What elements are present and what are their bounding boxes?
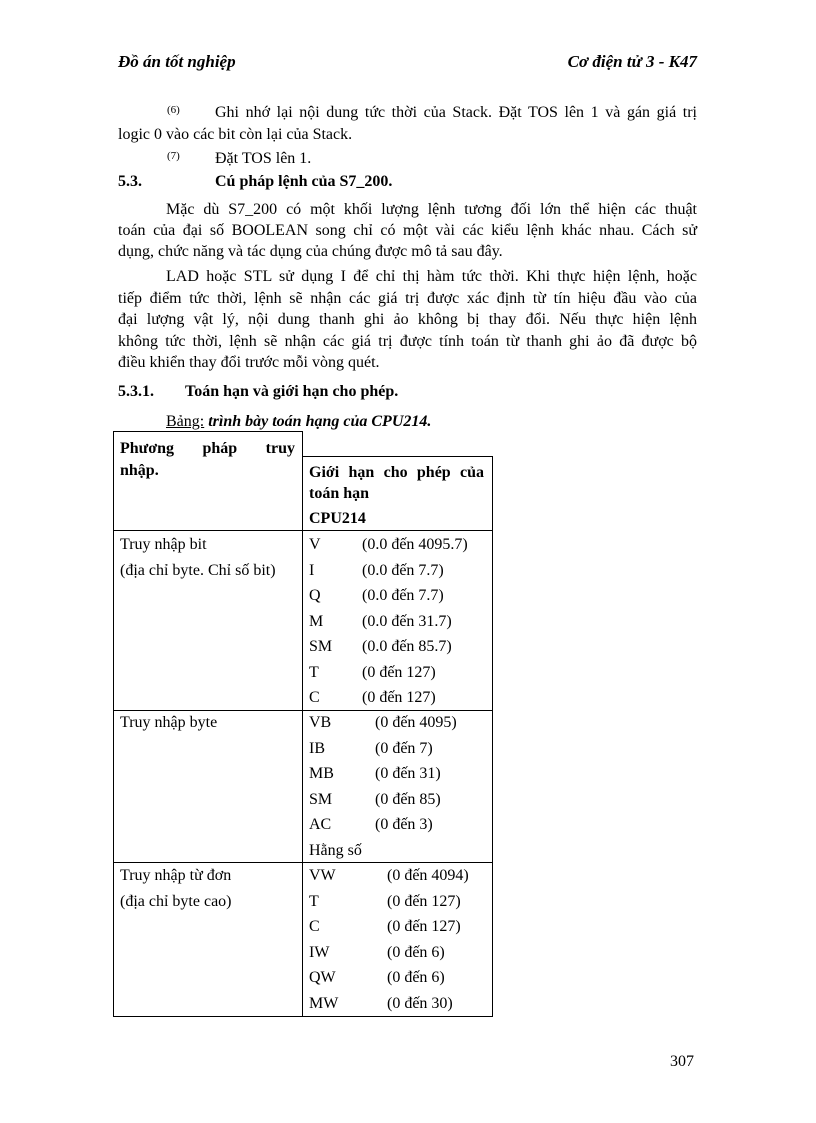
operand-code: T [309, 892, 319, 910]
operand-code: SM [309, 790, 333, 808]
caption-prefix: Bảng: [166, 413, 205, 430]
text-line: logic 0 vào các bit còn lại của Stack. [118, 126, 353, 143]
text-line: không tức thời, lệnh sẽ nhận các giá trị… [118, 333, 697, 350]
operand-code: Q [309, 587, 321, 604]
operand-range: (0 đến 4094) [387, 867, 469, 884]
operand-range: (0 đến 4095) [375, 714, 457, 731]
item-number: (6) [167, 104, 180, 116]
operand-code: M [309, 612, 324, 630]
text-line: Đặt TOS lên 1. [215, 150, 312, 167]
operand-code: Hằng số [309, 841, 362, 859]
text-line: đại lượng vật lý, nội dung thanh ghi ảo … [118, 311, 697, 328]
operand-entry: QW (0 đến 6) [309, 969, 445, 987]
operand-entry: C (0 đến 127) [309, 918, 461, 936]
access-method: Truy nhập byte [120, 714, 218, 731]
header-method: nhập. [120, 462, 159, 479]
access-method: (địa chỉ byte cao) [120, 892, 232, 910]
operand-entry: M (0.0 đến 31.7) [309, 613, 452, 631]
operand-range: (0 đến 6) [387, 969, 445, 986]
operand-code: IB [309, 739, 325, 757]
operand-code: MB [309, 765, 334, 782]
operand-entry: IB (0 đến 7) [309, 740, 433, 758]
operand-range: (0 đến 31) [375, 765, 441, 782]
header-right: Cơ điện tử 3 - K47 [567, 52, 697, 71]
operand-range: (0.0 đến 85.7) [362, 638, 452, 655]
operand-range: (0.0 đến 4095.7) [362, 536, 468, 553]
operand-entry: SM (0 đến 85) [309, 791, 441, 809]
operand-entry: I (0.0 đến 7.7) [309, 562, 444, 580]
operand-entry: MW (0 đến 30) [309, 995, 453, 1013]
section-number: 5.3. [118, 173, 142, 190]
operand-range: (0.0 đến 7.7) [362, 587, 444, 604]
operand-entry: AC (0 đến 3) [309, 816, 433, 834]
operand-code: VB [309, 714, 332, 731]
operand-range: (0.0 đến 31.7) [362, 612, 452, 630]
operand-entry: Q (0.0 đến 7.7) [309, 587, 444, 605]
header-method: Phương pháp truy [120, 440, 295, 457]
operand-code: I [309, 561, 315, 579]
operand-code: AC [309, 816, 332, 833]
operand-entry: VB (0 đến 4095) [309, 714, 457, 732]
operand-code: IW [309, 943, 330, 961]
operand-code: T [309, 663, 319, 681]
operand-entry: MB (0 đến 31) [309, 765, 441, 783]
operand-entry: Hằng số [309, 842, 375, 860]
text-line: Ghi nhớ lại nội dung tức thời của Stack.… [215, 104, 697, 121]
operand-entry: IW (0 đến 6) [309, 944, 445, 962]
header-left: Đồ án tốt nghiệp [118, 52, 236, 71]
operand-code: C [309, 918, 320, 935]
operand-entry: VW (0 đến 4094) [309, 867, 469, 885]
text-line: dụng, chức năng và tác dụng của chúng đư… [118, 243, 503, 260]
operand-range: (0.0 đến 7.7) [362, 561, 444, 579]
text-line: LAD hoặc STL sử dụng I để chỉ thị hàm tứ… [166, 268, 697, 285]
table-caption: Bảng: trình bày toán hạng của CPU214. [166, 413, 431, 431]
operand-code: QW [309, 969, 336, 986]
operand-entry: V (0.0 đến 4095.7) [309, 536, 468, 554]
subsection-number: 5.3.1. [118, 383, 154, 400]
operand-entry: C (0 đến 127) [309, 689, 436, 707]
caption-text: trình bày toán hạng của CPU214. [204, 413, 432, 430]
header-limit: toán hạn [309, 485, 370, 502]
item-number: (7) [167, 150, 180, 162]
operand-range: (0 đến 3) [375, 816, 433, 833]
page-number: 307 [670, 1053, 694, 1070]
header-limit: Giới hạn cho phép của [309, 464, 484, 481]
operand-entry: SM (0.0 đến 85.7) [309, 638, 452, 656]
header-limit: CPU214 [309, 510, 366, 527]
operand-code: SM [309, 638, 333, 655]
section-title: Cú pháp lệnh của S7_200. [215, 173, 393, 190]
access-method: (địa chỉ byte. Chỉ số bit) [120, 561, 276, 579]
text-line: tiếp điểm tức thời, lệnh sẽ nhận các giá… [118, 290, 697, 307]
operand-range: (0 đến 127) [387, 892, 461, 910]
text-line: toán của đại số BOOLEAN song chỉ có một … [118, 222, 697, 239]
access-method: Truy nhập bit [120, 536, 207, 553]
operand-range: (0 đến 6) [387, 943, 445, 961]
subsection-title: Toán hạn và giới hạn cho phép. [185, 383, 399, 400]
operand-code: VW [309, 867, 336, 884]
text-line: Mặc dù S7_200 có một khối lượng lệnh tươ… [166, 201, 697, 218]
operand-range: (0 đến 7) [375, 739, 433, 757]
operand-code: MW [309, 994, 339, 1012]
operand-code: V [309, 536, 321, 553]
operand-entry: T (0 đến 127) [309, 664, 436, 682]
operand-range: (0 đến 127) [362, 689, 436, 706]
operand-code: C [309, 689, 320, 706]
operand-range: (0 đến 127) [362, 663, 436, 681]
access-method: Truy nhập từ đơn [120, 867, 232, 884]
operand-range: (0 đến 85) [375, 790, 441, 808]
text-line: điều khiển thay đổi trước mỗi vòng quét. [118, 354, 380, 371]
operand-range: (0 đến 127) [387, 918, 461, 935]
operand-range: (0 đến 30) [387, 994, 453, 1012]
operand-entry: T (0 đến 127) [309, 893, 461, 911]
